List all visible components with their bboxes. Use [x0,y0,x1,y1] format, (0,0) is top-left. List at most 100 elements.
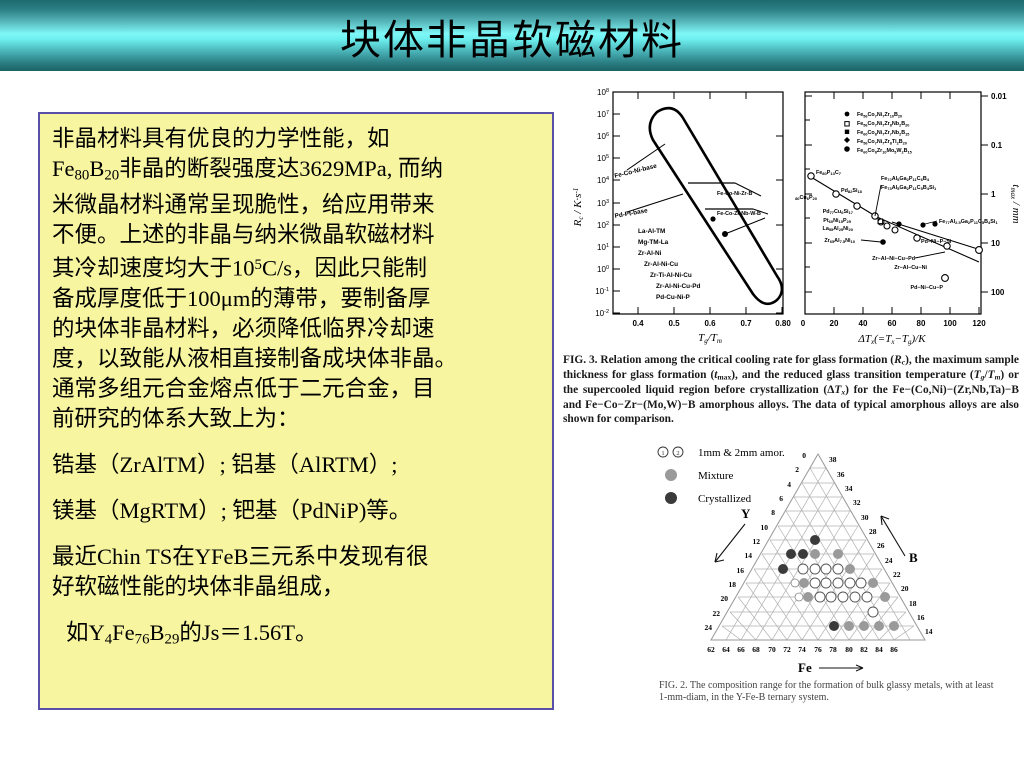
svg-text:107: 107 [597,110,609,119]
svg-text:Rc / K·s-1: Rc / K·s-1 [572,188,585,228]
svg-text:60: 60 [888,319,897,328]
svg-text:Pt60Ni15P25: Pt60Ni15P25 [823,218,852,224]
svg-text:Pd−Ni−P−Si: Pd−Ni−P−Si [921,239,952,245]
svg-text:101: 101 [597,243,609,252]
svg-text:30: 30 [861,513,869,522]
svg-text:Zr65Al7.5Ni10: Zr65Al7.5Ni10 [824,238,855,244]
page-title: 块体非晶软磁材料 [340,16,684,63]
figure-column: 108 107 106 105 104 103 102 101 100 10-1… [563,82,1024,768]
svg-text:32: 32 [853,498,861,507]
ternary-legend: 1 2 1mm & 2mm amor. Mixture Crystallized [657,446,785,505]
svg-text:Fe77Al2.5Ga2P11C5B4Si1: Fe77Al2.5Ga2P11C5B4Si1 [939,219,998,225]
paragraph-3: 镁基（MgRTM）; 钯基（PdNiP)等。 [52,497,412,523]
svg-text:104: 104 [597,176,609,185]
svg-text:4: 4 [787,480,791,489]
svg-text:36: 36 [837,470,845,479]
svg-text:100: 100 [597,265,609,274]
svg-text:Fe56Co7Ni7Zr8Ti2B20: Fe56Co7Ni7Zr8Ti2B20 [857,139,907,145]
ternary-corner-b: B [909,550,918,565]
ternary-corner-fe: Fe [798,660,812,675]
svg-text:80: 80 [917,319,926,328]
svg-text:Fe-Co-Ni-base: Fe-Co-Ni-base [614,163,658,180]
svg-text:76: 76 [814,645,822,654]
svg-text:Mixture: Mixture [698,470,734,482]
svg-text:Fe80P13C7: Fe80P13C7 [816,170,842,176]
svg-text:0: 0 [802,451,806,460]
svg-text:18: 18 [729,580,737,589]
svg-text:0.1: 0.1 [991,141,1003,150]
content-text-box: 非晶材料具有优良的力学性能，如 Fe80B20非晶的断裂强度达3629MPa, … [38,112,554,710]
svg-text:100: 100 [943,319,957,328]
svg-text:Pd77Cu6Si17: Pd77Cu6Si17 [823,209,854,215]
svg-text:62: 62 [707,645,715,654]
paragraph-2: 锆基（ZrAlTM）; 铝基（AlRTM）; [52,451,398,477]
svg-text:102: 102 [597,221,609,230]
svg-text:38: 38 [829,455,837,464]
svg-text:66: 66 [737,645,745,654]
svg-text:1mm & 2mm amor.: 1mm & 2mm amor. [698,447,785,459]
svg-text:Zr-Al-Ni-Cu: Zr-Al-Ni-Cu [644,261,678,268]
svg-text:Pd80Cu6P20: Pd80Cu6P20 [795,195,818,201]
svg-text:68: 68 [752,645,760,654]
paragraph-4: 最近Chin TS在YFeB三元系中发现有很 好软磁性能的块体非晶组成， [52,543,429,599]
svg-text:106: 106 [597,132,609,141]
svg-text:84: 84 [875,645,883,654]
svg-text:Pd82Si18: Pd82Si18 [841,188,863,194]
svg-text:20: 20 [721,594,729,603]
svg-text:0.6: 0.6 [704,319,716,328]
svg-text:10: 10 [761,523,769,532]
title-banner [0,0,1024,71]
svg-text:28: 28 [869,527,877,536]
svg-text:0.7: 0.7 [740,319,752,328]
svg-text:10-2: 10-2 [595,309,609,318]
svg-text:Zr−Al−Ni−Cu−Pd: Zr−Al−Ni−Cu−Pd [872,256,915,262]
svg-text:Fe-Co-Zr-Nb-W-B: Fe-Co-Zr-Nb-W-B [717,211,761,217]
svg-text:20: 20 [901,584,909,593]
svg-text:40: 40 [859,319,868,328]
svg-text:0.5: 0.5 [668,319,680,328]
svg-text:10-1: 10-1 [595,287,609,296]
svg-text:18: 18 [909,599,917,608]
svg-text:78: 78 [829,645,837,654]
svg-text:34: 34 [845,484,853,493]
svg-text:6: 6 [779,494,783,503]
svg-text:103: 103 [597,199,609,208]
svg-text:24: 24 [885,556,893,565]
svg-text:0: 0 [801,319,806,328]
svg-text:105: 105 [597,154,609,163]
svg-text:72: 72 [783,645,791,654]
svg-text:16: 16 [737,566,745,575]
svg-text:Pd-Cu-Ni-P: Pd-Cu-Ni-P [656,294,690,301]
svg-text:64: 64 [722,645,730,654]
svg-text:Crystallized: Crystallized [698,493,752,505]
svg-text:80: 80 [845,645,853,654]
svg-text:Fe60Co8Ni7Zr7Nb2B15: Fe60Co8Ni7Zr7Nb2B15 [857,130,909,136]
paragraph-5: 如Y4Fe76B29的Js＝1.56T。 [66,619,318,648]
ternary-diagram-svg: 1 2 1mm & 2mm amor. Mixture Crystallized [657,446,933,675]
svg-text:tmax / mm: tmax / mm [1009,184,1022,223]
svg-text:Fe60Co8Zr10Mo5W2B15: Fe60Co8Zr10Mo5W2B15 [857,148,912,154]
svg-text:70: 70 [768,645,776,654]
figure-3-caption: FIG. 3. Relation among the critical cool… [563,354,1019,425]
svg-text:Zr-Al-Ni: Zr-Al-Ni [638,250,662,257]
svg-text:0.80: 0.80 [775,319,791,328]
svg-text:0.4: 0.4 [632,319,644,328]
svg-text:Mg-TM-La: Mg-TM-La [638,239,669,246]
svg-text:12: 12 [753,537,761,546]
svg-text:10: 10 [991,239,1000,248]
svg-text:82: 82 [860,645,868,654]
paragraph-1: 非晶材料具有优良的力学性能，如 Fe80B20非晶的断裂强度达3629MPa, … [52,126,458,431]
svg-text:24: 24 [705,623,713,632]
svg-text:86: 86 [890,645,898,654]
svg-text:Fe56Co7Ni7Zr10B20: Fe56Co7Ni7Zr10B20 [857,112,902,118]
fig3-right-panel: 0.01 0.1 1 10 100 [795,91,1022,346]
svg-text:100: 100 [991,288,1005,297]
svg-text:20: 20 [830,319,839,328]
ternary-corner-y: Y [741,506,751,521]
svg-text:14: 14 [745,551,753,560]
svg-text:14: 14 [925,627,933,636]
svg-text:Tg/Tm: Tg/Tm [698,332,722,345]
svg-text:Pd−Ni−Cu−P: Pd−Ni−Cu−P [910,285,943,291]
figure-3-plots: 108 107 106 105 104 103 102 101 100 10-1… [563,82,1024,350]
